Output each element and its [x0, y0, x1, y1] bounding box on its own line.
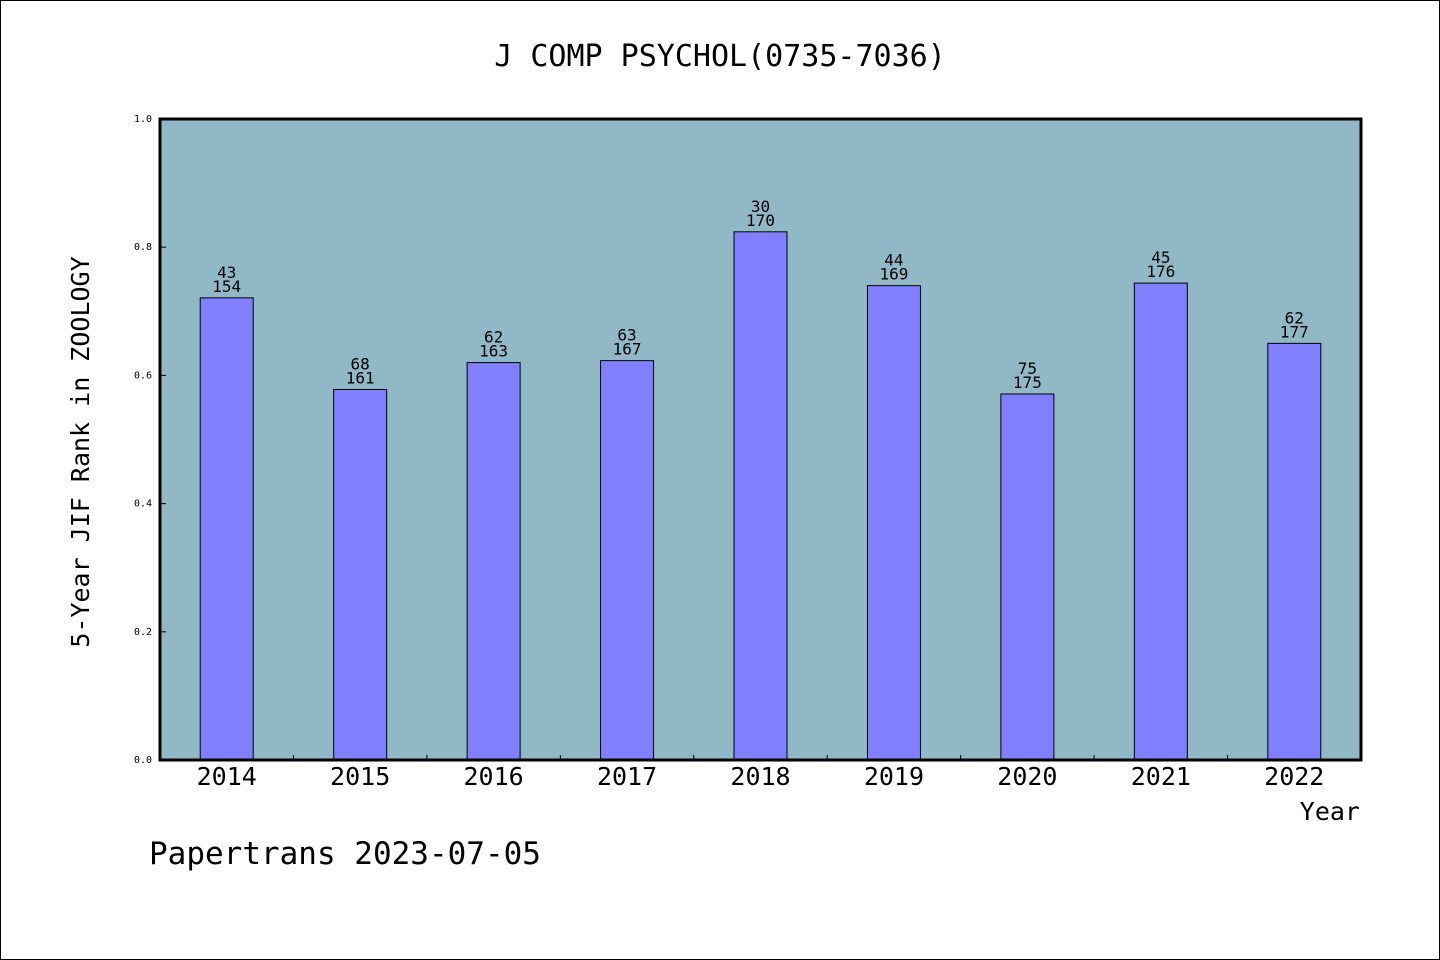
y-axis-label: 5-Year JIF Rank in ZOOLOGY: [66, 256, 95, 647]
chart-title: J COMP PSYCHOL(0735-7036): [494, 39, 946, 74]
y-tick-label: 0.2: [134, 627, 152, 638]
bar-rank-label: 30: [751, 197, 770, 216]
bar-total-label: 169: [879, 265, 908, 284]
x-tick-label: 2015: [330, 762, 390, 791]
y-tick-label: 1.0: [134, 114, 152, 125]
bar-rank-label: 68: [351, 355, 370, 374]
x-tick-label: 2020: [997, 762, 1057, 791]
bar-2015: [333, 389, 388, 761]
labels-group: 4315420146816120156216320166316720173017…: [134, 114, 1324, 791]
bar-2018: [733, 231, 788, 761]
bar-rank-label: 62: [1285, 308, 1304, 327]
bar-total-label: 176: [1146, 262, 1175, 281]
x-tick-label: 2017: [597, 762, 657, 791]
footer-text: Papertrans 2023-07-05: [149, 836, 541, 872]
bar-rank-label: 45: [1151, 248, 1170, 267]
plot-border: [158, 117, 1363, 762]
x-tick-label: 2016: [464, 762, 524, 791]
bar-total-label: 154: [212, 277, 241, 296]
x-axis-label: Year: [1300, 797, 1360, 826]
bar-total-label: 175: [1013, 373, 1042, 392]
bar-total-label: 161: [346, 369, 375, 388]
x-tick-label: 2021: [1131, 762, 1191, 791]
x-tick-label: 2018: [730, 762, 790, 791]
bar-2014: [199, 297, 254, 761]
bar-rank-label: 75: [1018, 359, 1037, 378]
y-tick-label: 0.6: [134, 370, 152, 381]
bar-rank-label: 44: [884, 251, 903, 270]
y-tick-label: 0.4: [134, 499, 152, 510]
bar-2019: [866, 285, 921, 761]
axes-group: [158, 117, 1363, 762]
bar-rank-label: 63: [617, 326, 636, 345]
bars-group: [199, 231, 1322, 761]
bar-2016: [466, 362, 521, 761]
x-tick-label: 2019: [864, 762, 924, 791]
y-tick-label: 0.0: [134, 755, 152, 766]
bar-2021: [1133, 282, 1188, 761]
bar-rank-label: 43: [217, 263, 236, 282]
bar-total-label: 163: [479, 342, 508, 361]
bar-2017: [600, 360, 655, 761]
bar-rank-label: 62: [484, 328, 503, 347]
bar-total-label: 177: [1280, 322, 1309, 341]
bar-total-label: 167: [613, 340, 642, 359]
x-tick-label: 2022: [1264, 762, 1324, 791]
bar-total-label: 170: [746, 211, 775, 230]
x-tick-label: 2014: [197, 762, 257, 791]
bar-2020: [1000, 393, 1055, 761]
bar-2022: [1267, 342, 1322, 761]
y-tick-label: 0.8: [134, 242, 152, 253]
